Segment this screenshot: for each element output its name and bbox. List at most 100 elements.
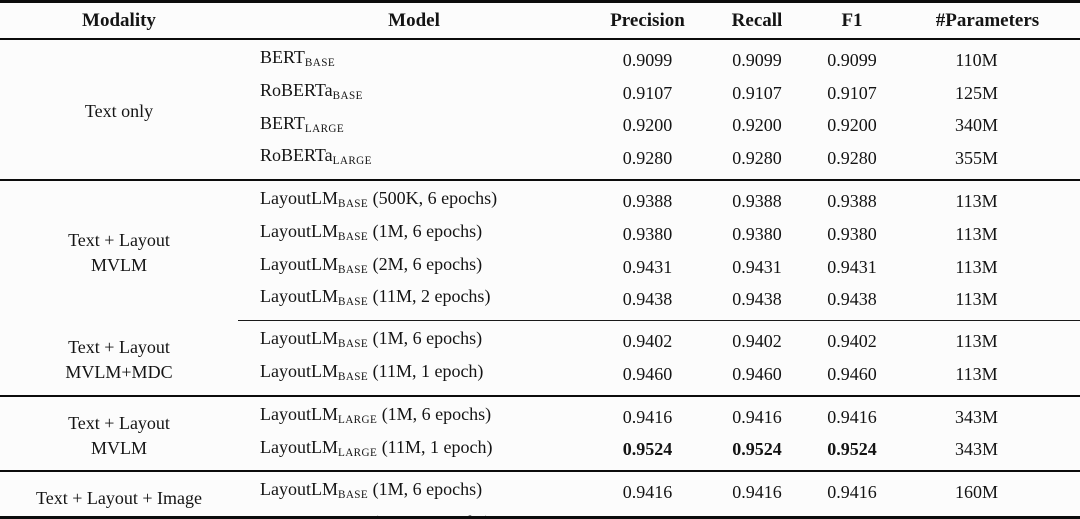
- precision-cell: 0.9416: [590, 470, 705, 510]
- modality-label: Text + Layout: [68, 412, 170, 433]
- precision-cell: 0.9524: [622, 439, 673, 460]
- recall-cell: 0.9438: [732, 289, 782, 310]
- model-subscript: BASE: [338, 296, 369, 309]
- table-row: Text + Layout MVLM LayoutLMBASE (500K, 6…: [0, 179, 1080, 321]
- results-table: Modality Model Precision Recall F1 #Para…: [0, 3, 1080, 516]
- model-subscript: LARGE: [338, 413, 378, 426]
- table-row: Text + Layout + Image MVLM LayoutLMBASE …: [0, 470, 1080, 516]
- parameters-cell: 343M: [895, 394, 1080, 434]
- recall-cell: 0.9380: [732, 223, 782, 244]
- header-modality: Modality: [0, 3, 238, 40]
- f1-cell: 0.9416: [809, 394, 895, 434]
- recall-cell: 0.9107: [732, 82, 782, 103]
- modality-sublabel: MVLM+MDC: [65, 361, 173, 382]
- precision-cell: 0.9402: [590, 320, 705, 359]
- recall-cell: 0.9388: [705, 179, 809, 218]
- model-subscript: BASE: [338, 338, 369, 351]
- group-text-layout-mvlm-large: Text + Layout MVLM LayoutLMLARGE (1M, 6 …: [0, 394, 1080, 472]
- parameters-cell: 160M: [895, 509, 1080, 516]
- precision-cell: 0.9416: [590, 394, 705, 434]
- f1-cell: 0.9380: [827, 223, 877, 244]
- model-subscript: LARGE: [338, 446, 378, 459]
- model-cell: LayoutLMBASE (11M, 1 epoch): [260, 361, 484, 383]
- table-row: LayoutLMBASE (11M, 1 epoch) 0.9460 0.946…: [0, 358, 1080, 396]
- table-row: LayoutLMBASE (1M, 6 epochs) 0.9380 0.938…: [0, 218, 1080, 251]
- header-parameters: #Parameters: [895, 3, 1080, 40]
- table-row: Text + Layout MVLM+MDC LayoutLMBASE (1M,…: [0, 320, 1080, 382]
- modality-cell: Text + Layout MVLM+MDC: [0, 321, 238, 396]
- modality-cell: Text + Layout + Image MVLM: [0, 470, 238, 516]
- modality-label: Text only: [84, 101, 154, 122]
- modality-cell: Text only: [0, 39, 238, 180]
- modality-label: Text + Layout + Image: [36, 488, 202, 509]
- parameters-cell: 113M: [955, 256, 998, 277]
- model-subscript: BASE: [338, 370, 369, 383]
- table-row: LayoutLMBASE (2M, 6 epochs) 0.9431 0.943…: [0, 251, 1080, 284]
- parameters-cell: 160M: [895, 470, 1080, 510]
- recall-cell: 0.9416: [705, 470, 809, 510]
- parameters-cell: 125M: [954, 82, 998, 103]
- model-cell: LayoutLMBASE (1M, 6 epochs): [238, 470, 590, 510]
- modality-label: Text + Layout: [68, 336, 170, 357]
- header-model: Model: [238, 3, 590, 40]
- group-text-only: Text only BERTBASE 0.9099 0.9099 0.9099 …: [0, 39, 1080, 180]
- header-precision: Precision: [590, 3, 705, 40]
- model-cell: LayoutLMBASE (11M, 2 epochs): [260, 286, 491, 309]
- model-cell: LayoutLMBASE (500K, 6 epochs): [238, 179, 590, 218]
- recall-cell: 0.9460: [732, 363, 782, 384]
- table-row: LayoutLMBASE (11M, 2 epochs) 0.9467 0.94…: [0, 509, 1080, 516]
- recall-cell: 0.9099: [732, 49, 782, 70]
- modality-sublabel: MVLM: [4, 511, 234, 516]
- table-row: LayoutLMBASE (11M, 2 epochs) 0.9438 0.94…: [0, 283, 1080, 320]
- modality-cell: Text + Layout MVLM: [0, 179, 238, 321]
- group-text-layout-mvlm-mdc: Text + Layout MVLM+MDC LayoutLMBASE (1M,…: [0, 320, 1080, 396]
- precision-cell: 0.9431: [622, 256, 673, 277]
- model-cell: LayoutLMLARGE (1M, 6 epochs): [238, 394, 590, 434]
- f1-cell: 0.9280: [827, 148, 877, 169]
- parameters-cell: 110M: [955, 49, 998, 70]
- precision-cell: 0.9380: [622, 223, 673, 244]
- table-row-best-result: LayoutLMLARGE (11M, 1 epoch) 0.9524 0.95…: [0, 434, 1080, 472]
- table-header: Modality Model Precision Recall F1 #Para…: [0, 3, 1080, 40]
- f1-cell: 0.9107: [827, 82, 877, 103]
- precision-cell: 0.9438: [622, 289, 673, 310]
- group-text-layout-image-mvlm: Text + Layout + Image MVLM LayoutLMBASE …: [0, 470, 1080, 516]
- precision-cell: 0.9280: [622, 148, 673, 169]
- f1-cell: 0.9099: [827, 49, 877, 70]
- model-cell: RoBERTaBASE: [260, 79, 363, 102]
- header-recall: Recall: [705, 3, 809, 40]
- model-subscript: LARGE: [332, 155, 372, 168]
- table-row: RoBERTaBASE 0.9107 0.9107 0.9107 125M: [0, 77, 1080, 110]
- precision-cell: 0.9388: [590, 179, 705, 218]
- model-subscript: BASE: [338, 263, 369, 276]
- f1-cell: 0.9467: [809, 509, 895, 516]
- modality-sublabel: MVLM: [90, 437, 147, 458]
- table-row: BERTLARGE 0.9200 0.9200 0.9200 340M: [0, 110, 1080, 143]
- header-f1: F1: [809, 3, 895, 40]
- recall-cell: 0.9431: [732, 256, 782, 277]
- modality-cell: Text + Layout MVLM: [0, 394, 238, 472]
- f1-cell: 0.9200: [827, 115, 877, 136]
- model-subscript: BASE: [338, 197, 369, 210]
- f1-cell: 0.9524: [827, 439, 877, 460]
- precision-cell: 0.9460: [622, 363, 673, 384]
- modality-label: Text + Layout: [68, 229, 170, 250]
- model-subscript: LARGE: [304, 122, 345, 135]
- precision-cell: 0.9467: [590, 509, 705, 516]
- f1-cell: 0.9416: [809, 470, 895, 510]
- parameters-cell: 113M: [955, 289, 998, 310]
- parameters-cell: 113M: [955, 223, 998, 244]
- model-cell: BERTLARGE: [260, 112, 345, 135]
- f1-cell: 0.9438: [827, 289, 877, 310]
- model-cell: LayoutLMBASE (1M, 6 epochs): [260, 220, 483, 243]
- modality-sublabel: MVLM: [90, 254, 147, 275]
- recall-cell: 0.9416: [705, 394, 809, 434]
- model-cell: LayoutLMBASE (2M, 6 epochs): [260, 253, 483, 276]
- parameters-cell: 340M: [954, 115, 998, 136]
- group-text-layout-mvlm-base: Text + Layout MVLM LayoutLMBASE (500K, 6…: [0, 179, 1080, 321]
- recall-cell: 0.9467: [705, 509, 809, 516]
- f1-cell: 0.9460: [827, 363, 877, 384]
- f1-cell: 0.9431: [827, 256, 877, 277]
- f1-cell: 0.9388: [809, 179, 895, 218]
